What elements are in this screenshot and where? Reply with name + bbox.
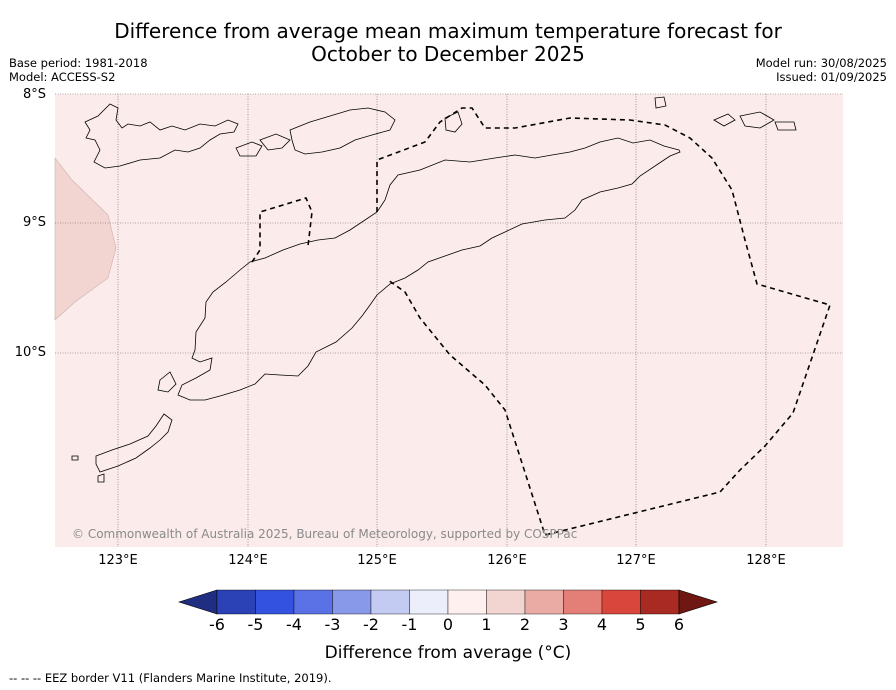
colorbar-tick-label: -6 [209,615,225,634]
lat-label-8s: 8°S [22,87,46,102]
eez-border-timor-sea [376,107,832,536]
colorbar-extend-low [178,589,218,615]
colorbar-segment [486,589,526,615]
lon-label-127e: 127°E [616,553,656,568]
lon-label-124e: 124°E [228,553,268,568]
title-line-1: Difference from average mean maximum tem… [114,19,782,43]
east-islet-1 [654,96,667,109]
east-islet-2 [713,113,736,127]
timor-coastline [177,137,681,401]
colorbar-segment [216,589,256,615]
atauro-island [444,111,463,133]
colorbar-segment [409,589,449,615]
lon-label-126e: 126°E [487,553,527,568]
colorbar-segment [332,589,372,615]
colorbar-tick-label: 4 [596,615,608,634]
eez-border-oecusse [251,197,313,263]
model-run: Model run: 30/08/2025 [755,56,887,70]
northern-islands [84,103,239,169]
colorbar-tick-label: -1 [401,615,418,634]
gridlines [55,93,843,547]
lon-label-123e: 123°E [98,553,138,568]
title-line-2: October to December 2025 [311,42,585,66]
colorbar-tick-label: 3 [558,615,569,634]
issued-date: Issued: 01/09/2025 [776,70,887,84]
colorbar-label: Difference from average (°C) [324,643,572,663]
lon-label-128e: 128°E [746,553,786,568]
colorbar-segment [601,589,641,615]
ndao-islet [97,473,105,483]
colorbar-tick-label: 6 [673,615,685,634]
coastlines [71,96,797,483]
colorbar-tick-label: 2 [519,615,531,634]
colorbar-segment [293,589,333,615]
colorbar-tick-label: 0 [442,615,454,634]
eez-legend-note: -- -- -- EEZ border V11 (Flanders Marine… [9,671,332,685]
small-island-2 [235,141,263,157]
chart-title: Difference from average mean maximum tem… [0,20,896,66]
colorbar-tick-label: 1 [481,615,492,634]
colorbar-segment [563,589,603,615]
east-islet-3 [739,111,775,129]
lat-label-9s: 9°S [22,215,46,230]
colorbar-tick-label: -5 [247,615,264,634]
semau-island [157,371,177,393]
small-island-1 [259,133,291,151]
colorbar-segment [255,589,295,615]
colorbar-tick-label: 5 [635,615,646,634]
lon-label-125e: 125°E [357,553,397,568]
wetar-island [289,107,396,155]
copyright-credit: © Commonwealth of Australia 2025, Bureau… [72,527,578,541]
colorbar-segment [370,589,410,615]
model-info: Base period: 1981-2018 Model: ACCESS-S2 [9,56,148,84]
rote-island [95,413,173,473]
colorbar-tick-label: -2 [363,615,379,634]
model-name: Model: ACCESS-S2 [9,70,116,84]
colorbar-segment [447,589,487,615]
colorbar-segment [640,589,680,615]
run-info: Model run: 30/08/2025 Issued: 01/09/2025 [756,56,887,84]
east-islet-4 [774,121,797,131]
map-background [55,94,843,547]
colorbar-tick-label: -4 [286,615,302,634]
west-islet [71,455,79,461]
colorbar-segment [524,589,564,615]
colorbar-extend-high [678,589,718,615]
colorbar-segments [178,589,718,615]
colorbar-tick-label: -3 [324,615,341,634]
base-period: Base period: 1981-2018 [9,56,148,70]
eez-borders [251,107,832,536]
lat-label-10s: 10°S [14,345,46,360]
west-anomaly-patch [54,157,117,321]
